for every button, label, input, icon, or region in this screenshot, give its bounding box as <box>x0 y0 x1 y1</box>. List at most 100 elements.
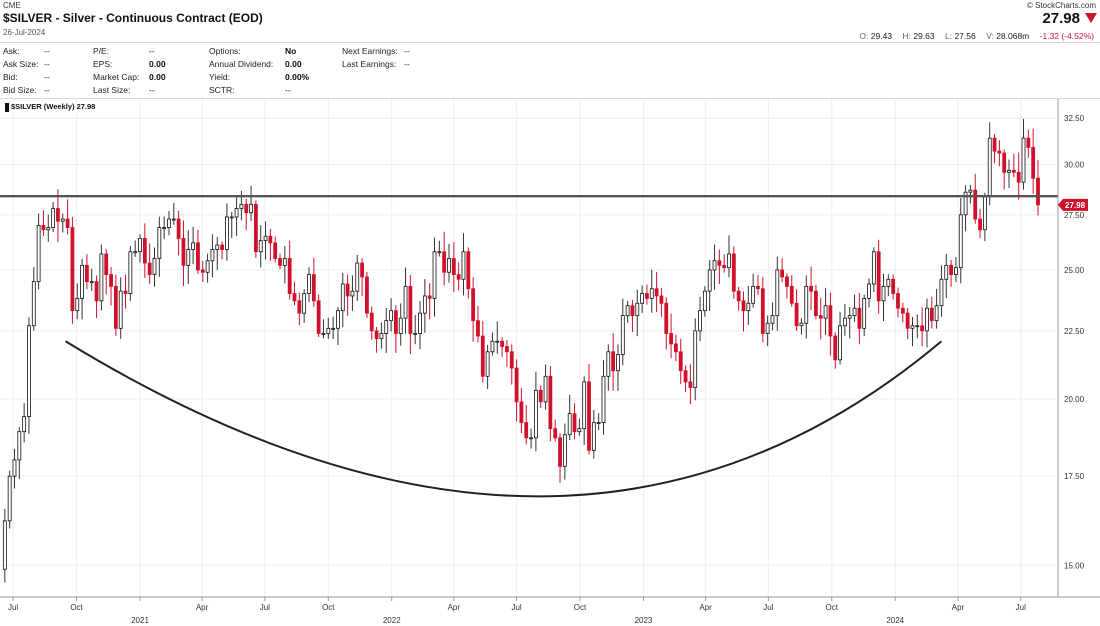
x-year-label: 2023 <box>635 616 653 625</box>
candle-body <box>548 375 553 430</box>
candle-body <box>225 216 229 250</box>
candle-body <box>12 459 17 477</box>
y-tick-label: 32.50 <box>1064 114 1085 123</box>
x-tick-label: Jul <box>511 603 521 612</box>
candle-body <box>181 238 186 266</box>
candle-body <box>524 422 529 439</box>
candle-body <box>954 267 958 275</box>
candle-body <box>1026 137 1031 148</box>
x-year-label: 2021 <box>131 616 149 625</box>
candle-body <box>384 320 389 334</box>
candle-body <box>336 310 340 329</box>
last-price-tag-label: 27.98 <box>1065 201 1086 210</box>
candle-body <box>307 274 311 294</box>
last-size-label: Last Size: <box>93 85 131 95</box>
y-tick-label: 30.00 <box>1064 161 1085 170</box>
candle-body <box>533 389 538 439</box>
candle-body <box>664 302 669 334</box>
bid-size-value: -- <box>44 85 50 95</box>
price-chart[interactable]: 15.00 17.50 20.00 22.50 25.00 27.50 30.00 32.50… <box>0 99 1100 626</box>
candle-body <box>577 428 582 433</box>
candles <box>2 118 1040 583</box>
candle-body <box>176 218 181 239</box>
market-cap-label: Market Cap: <box>93 72 140 82</box>
candle-body <box>480 335 485 377</box>
candle-body <box>809 285 813 292</box>
candle-body <box>167 218 171 228</box>
candle-body <box>7 475 12 522</box>
candle-body <box>485 351 490 377</box>
candle-body <box>17 431 22 461</box>
candle-body <box>118 290 123 329</box>
candle-body <box>273 242 278 259</box>
candle-body <box>1007 169 1011 173</box>
candle-body <box>591 422 596 451</box>
candle-body <box>80 264 84 299</box>
candle-body <box>842 317 847 327</box>
candle-body <box>85 264 89 283</box>
candle-body <box>722 264 727 269</box>
yield-value: 0.00% <box>285 72 310 82</box>
candle-body <box>838 325 842 361</box>
candle-body <box>640 293 645 304</box>
candle-body <box>876 251 881 302</box>
candle-body <box>239 204 244 209</box>
candle-body <box>104 253 109 275</box>
y-tick-label: 22.50 <box>1064 327 1085 336</box>
candle-body <box>311 274 316 302</box>
candle-body <box>982 195 987 231</box>
candle-body <box>437 251 442 254</box>
candle-body <box>258 240 263 253</box>
candle-body <box>862 297 867 329</box>
ask-value: -- <box>44 46 50 56</box>
candle-body <box>751 285 756 304</box>
cup-arc <box>64 340 943 498</box>
candle-body <box>799 322 804 327</box>
candle-body <box>678 351 683 372</box>
candle-body <box>582 381 587 430</box>
high-label: H: <box>902 31 911 41</box>
candle-body <box>466 251 471 290</box>
candle-body <box>215 244 220 250</box>
pe-label: P/E: <box>93 46 110 56</box>
low-label: L: <box>944 31 953 41</box>
x-tick-label: Jul <box>1016 603 1026 612</box>
y-tick-label: 15.00 <box>1064 561 1085 570</box>
candle-body <box>379 333 384 340</box>
candle-body <box>881 285 886 302</box>
candle-body <box>997 150 1002 154</box>
options-label: Options: <box>209 46 241 56</box>
yield-label: Yield: <box>209 72 230 82</box>
x-year-label: 2022 <box>383 616 401 625</box>
candle-body <box>369 312 374 332</box>
candle-body <box>456 274 461 280</box>
candle-body <box>403 285 408 319</box>
candle-body <box>350 290 355 297</box>
candle-body <box>760 288 765 334</box>
candle-body <box>635 302 640 317</box>
candle-body <box>572 413 577 433</box>
x-tick-label: Apr <box>699 603 712 612</box>
header-divider <box>0 42 1100 43</box>
candle-body <box>939 278 944 307</box>
candle-body <box>476 320 480 337</box>
candle-body <box>253 204 258 253</box>
candle-body <box>147 262 152 275</box>
candle-body <box>278 258 282 266</box>
candle-body <box>886 278 891 287</box>
candle-body <box>785 276 789 287</box>
candle-body <box>616 354 620 372</box>
legend-swatch <box>5 102 9 112</box>
candle-body <box>60 218 65 222</box>
bid-value: -- <box>44 72 50 82</box>
candle-body <box>905 312 910 329</box>
candle-body <box>186 249 191 266</box>
candle-body <box>645 293 649 299</box>
copyright-label: © StockCharts.com <box>1026 1 1096 10</box>
candle-body <box>422 295 427 314</box>
ask-label: Ask: <box>3 46 20 56</box>
candle-body <box>770 315 775 324</box>
candle-body <box>833 335 838 361</box>
candle-body <box>538 389 543 403</box>
candle-body <box>162 227 167 229</box>
